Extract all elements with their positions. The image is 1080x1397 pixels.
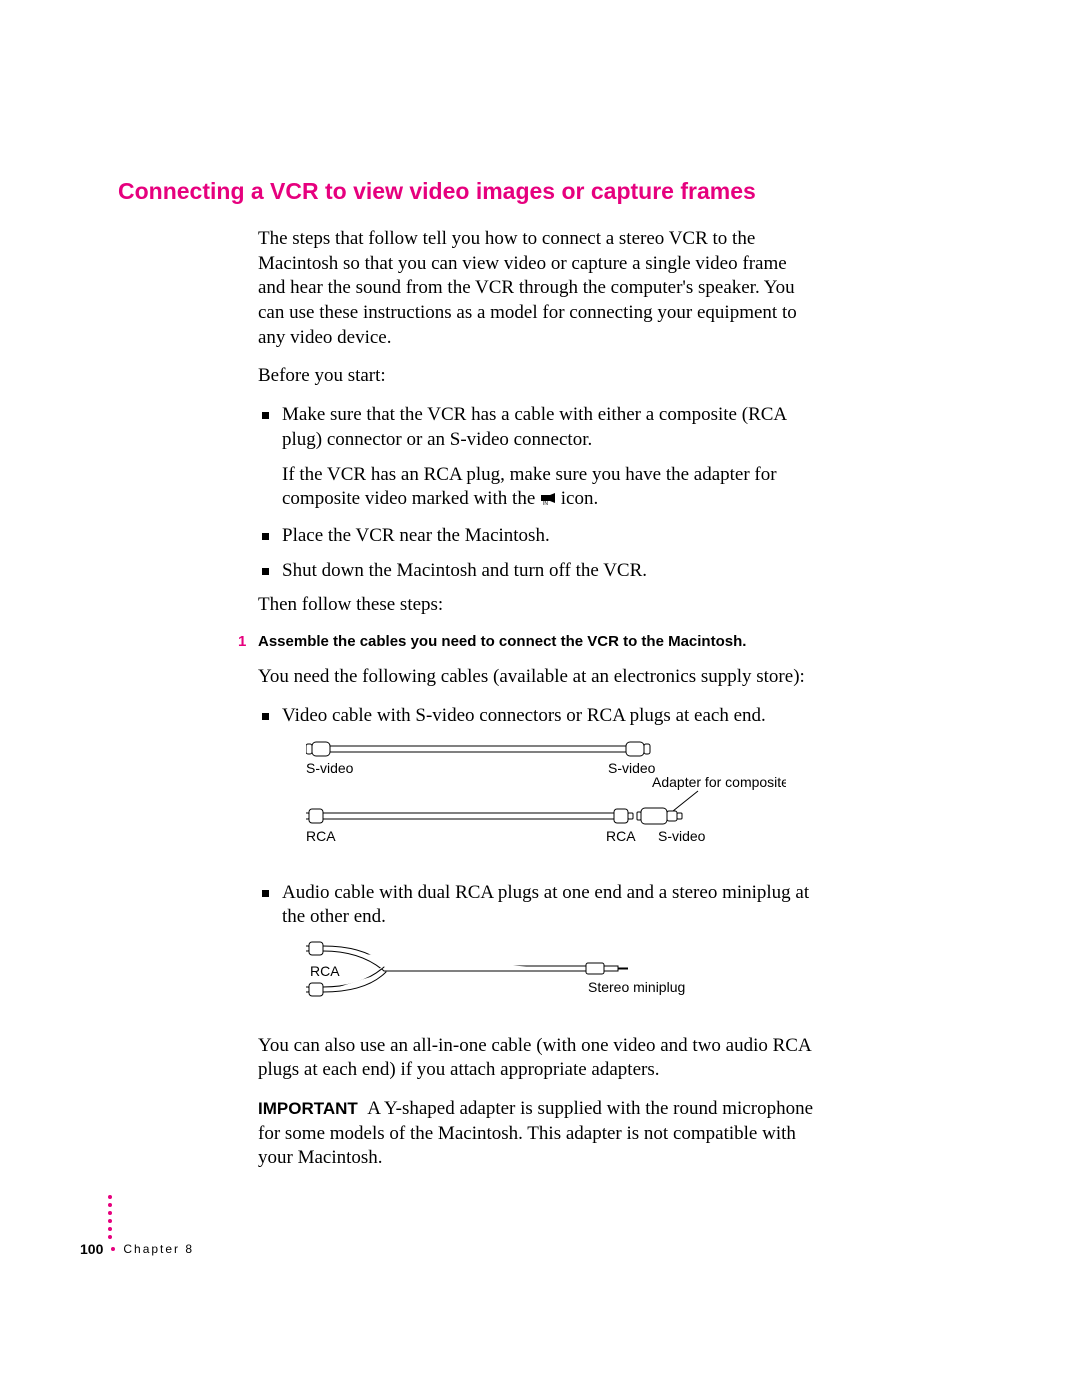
intro-paragraph: The steps that follow tell you how to co… xyxy=(258,227,818,350)
page-number: 100 xyxy=(80,1241,103,1257)
list-item: Video cable with S-video connectors or R… xyxy=(258,704,818,866)
list-item-text: Audio cable with dual RCA plugs at one e… xyxy=(282,882,809,928)
footer-dots xyxy=(108,1195,280,1239)
pre-steps-list: Make sure that the VCR has a cable with … xyxy=(258,403,818,583)
list-item-text: Shut down the Macintosh and turn off the… xyxy=(282,560,647,581)
page-footer: 100 Chapter 8 xyxy=(80,1195,280,1257)
svg-text:IN: IN xyxy=(543,501,548,506)
dot-icon xyxy=(108,1235,112,1239)
dot-icon xyxy=(108,1219,112,1223)
footer-row: 100 Chapter 8 xyxy=(80,1241,280,1257)
then-follow-label: Then follow these steps: xyxy=(258,593,818,618)
allinone-para: You can also use an all-in-one cable (wi… xyxy=(258,1034,818,1083)
audio-cable-diagram: RCA Stereo miniplug xyxy=(306,940,818,1020)
list-item: Place the VCR near the Macintosh. xyxy=(258,524,818,549)
chapter-label: Chapter 8 xyxy=(123,1242,194,1256)
adapter-callout: Adapter for composite video xyxy=(652,774,786,790)
step-number: 1 xyxy=(238,633,258,650)
important-label: IMPORTANT xyxy=(258,1099,358,1118)
step-text: Assemble the cables you need to connect … xyxy=(258,632,746,652)
dot-icon xyxy=(111,1247,115,1251)
section-heading: Connecting a VCR to view video images or… xyxy=(118,178,958,205)
svideo-label-left: S-video xyxy=(306,760,354,776)
list-item: Shut down the Macintosh and turn off the… xyxy=(258,559,818,584)
dot-icon xyxy=(108,1227,112,1231)
dot-icon xyxy=(108,1211,112,1215)
list-item: Make sure that the VCR has a cable with … xyxy=(258,403,818,514)
cables-list: Video cable with S-video connectors or R… xyxy=(258,704,818,1019)
list-item-text: Video cable with S-video connectors or R… xyxy=(282,705,766,726)
body-column-2: You need the following cables (available… xyxy=(258,665,818,1171)
svideo-label-right: S-video xyxy=(608,760,656,776)
dot-icon xyxy=(108,1195,112,1199)
need-cables-para: You need the following cables (available… xyxy=(258,665,818,690)
list-item-extra2: icon. xyxy=(561,488,598,509)
page-content: Connecting a VCR to view video images or… xyxy=(118,178,958,1185)
composite-video-icon: IN xyxy=(540,489,556,514)
before-you-start-label: Before you start: xyxy=(258,364,818,389)
rca-label-left: RCA xyxy=(306,828,336,844)
step-1-row: 1 Assemble the cables you need to connec… xyxy=(238,632,818,652)
dot-icon xyxy=(108,1203,112,1207)
video-cable-diagram: S-video S-video Adapter for composite vi… xyxy=(306,739,818,867)
important-para: IMPORTANT A Y-shaped adapter is supplied… xyxy=(258,1097,818,1171)
body-column: The steps that follow tell you how to co… xyxy=(258,227,818,618)
rca-label-right: RCA xyxy=(606,828,636,844)
list-item: Audio cable with dual RCA plugs at one e… xyxy=(258,881,818,1020)
list-item-extra: If the VCR has an RCA plug, make sure yo… xyxy=(282,464,777,510)
adapter-end-label: S-video xyxy=(658,828,706,844)
miniplug-label: Stereo miniplug xyxy=(588,979,685,995)
list-item-text: Place the VCR near the Macintosh. xyxy=(282,525,550,546)
rca-y-label: RCA xyxy=(310,963,340,979)
list-item-text: Make sure that the VCR has a cable with … xyxy=(282,404,786,450)
